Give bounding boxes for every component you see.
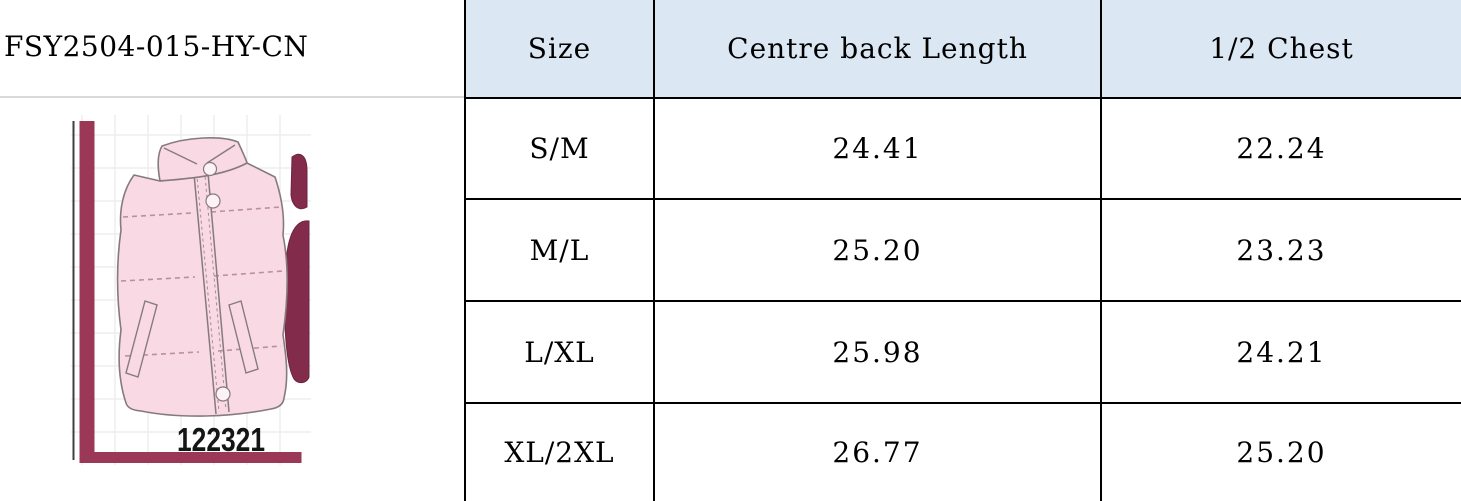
left-row-divider [0,96,464,98]
half-chest-cell: 24.21 [1102,302,1461,404]
half-chest-cell: 22.24 [1102,99,1461,200]
product-code: FSY2504-015-HY-CN [4,30,309,63]
quilting-lines [120,206,284,357]
snap-button-bottom [215,386,231,402]
size-cell: S/M [466,99,655,200]
size-chart-table: Size Centre back Length 1/2 Chest S/M 24… [464,0,1461,501]
half-chest-cell: 23.23 [1102,200,1461,302]
centre-back-length-cell: 25.20 [655,200,1102,302]
size-cell: L/XL [466,302,655,404]
column-header-centre-back-length: Centre back Length [655,0,1102,99]
centre-back-length-cell: 26.77 [655,404,1102,501]
half-chest-cell: 25.20 [1102,404,1461,501]
product-photo: 122321 [71,115,311,465]
left-pocket [125,300,158,378]
vest-body [116,162,288,417]
column-header-half-chest: 1/2 Chest [1102,0,1461,99]
frame-bottom-bar [79,452,302,463]
collar-fold-lines [163,144,236,165]
side-garment-lower [284,220,310,384]
snap-button-top [202,161,218,177]
side-garment [290,153,308,210]
centre-back-length-cell: 24.41 [655,99,1102,200]
placket-lines [191,149,230,415]
placket-stitching [194,152,227,413]
style-number: 122321 [177,421,265,458]
snap-button-mid [205,193,221,209]
size-cell: XL/2XL [466,404,655,501]
column-header-size: Size [466,0,655,99]
frame-left-bar [79,121,95,463]
right-pocket [228,300,259,374]
centre-back-length-cell: 25.98 [655,302,1102,404]
size-cell: M/L [466,200,655,302]
photo-left-edge-line [72,121,75,460]
